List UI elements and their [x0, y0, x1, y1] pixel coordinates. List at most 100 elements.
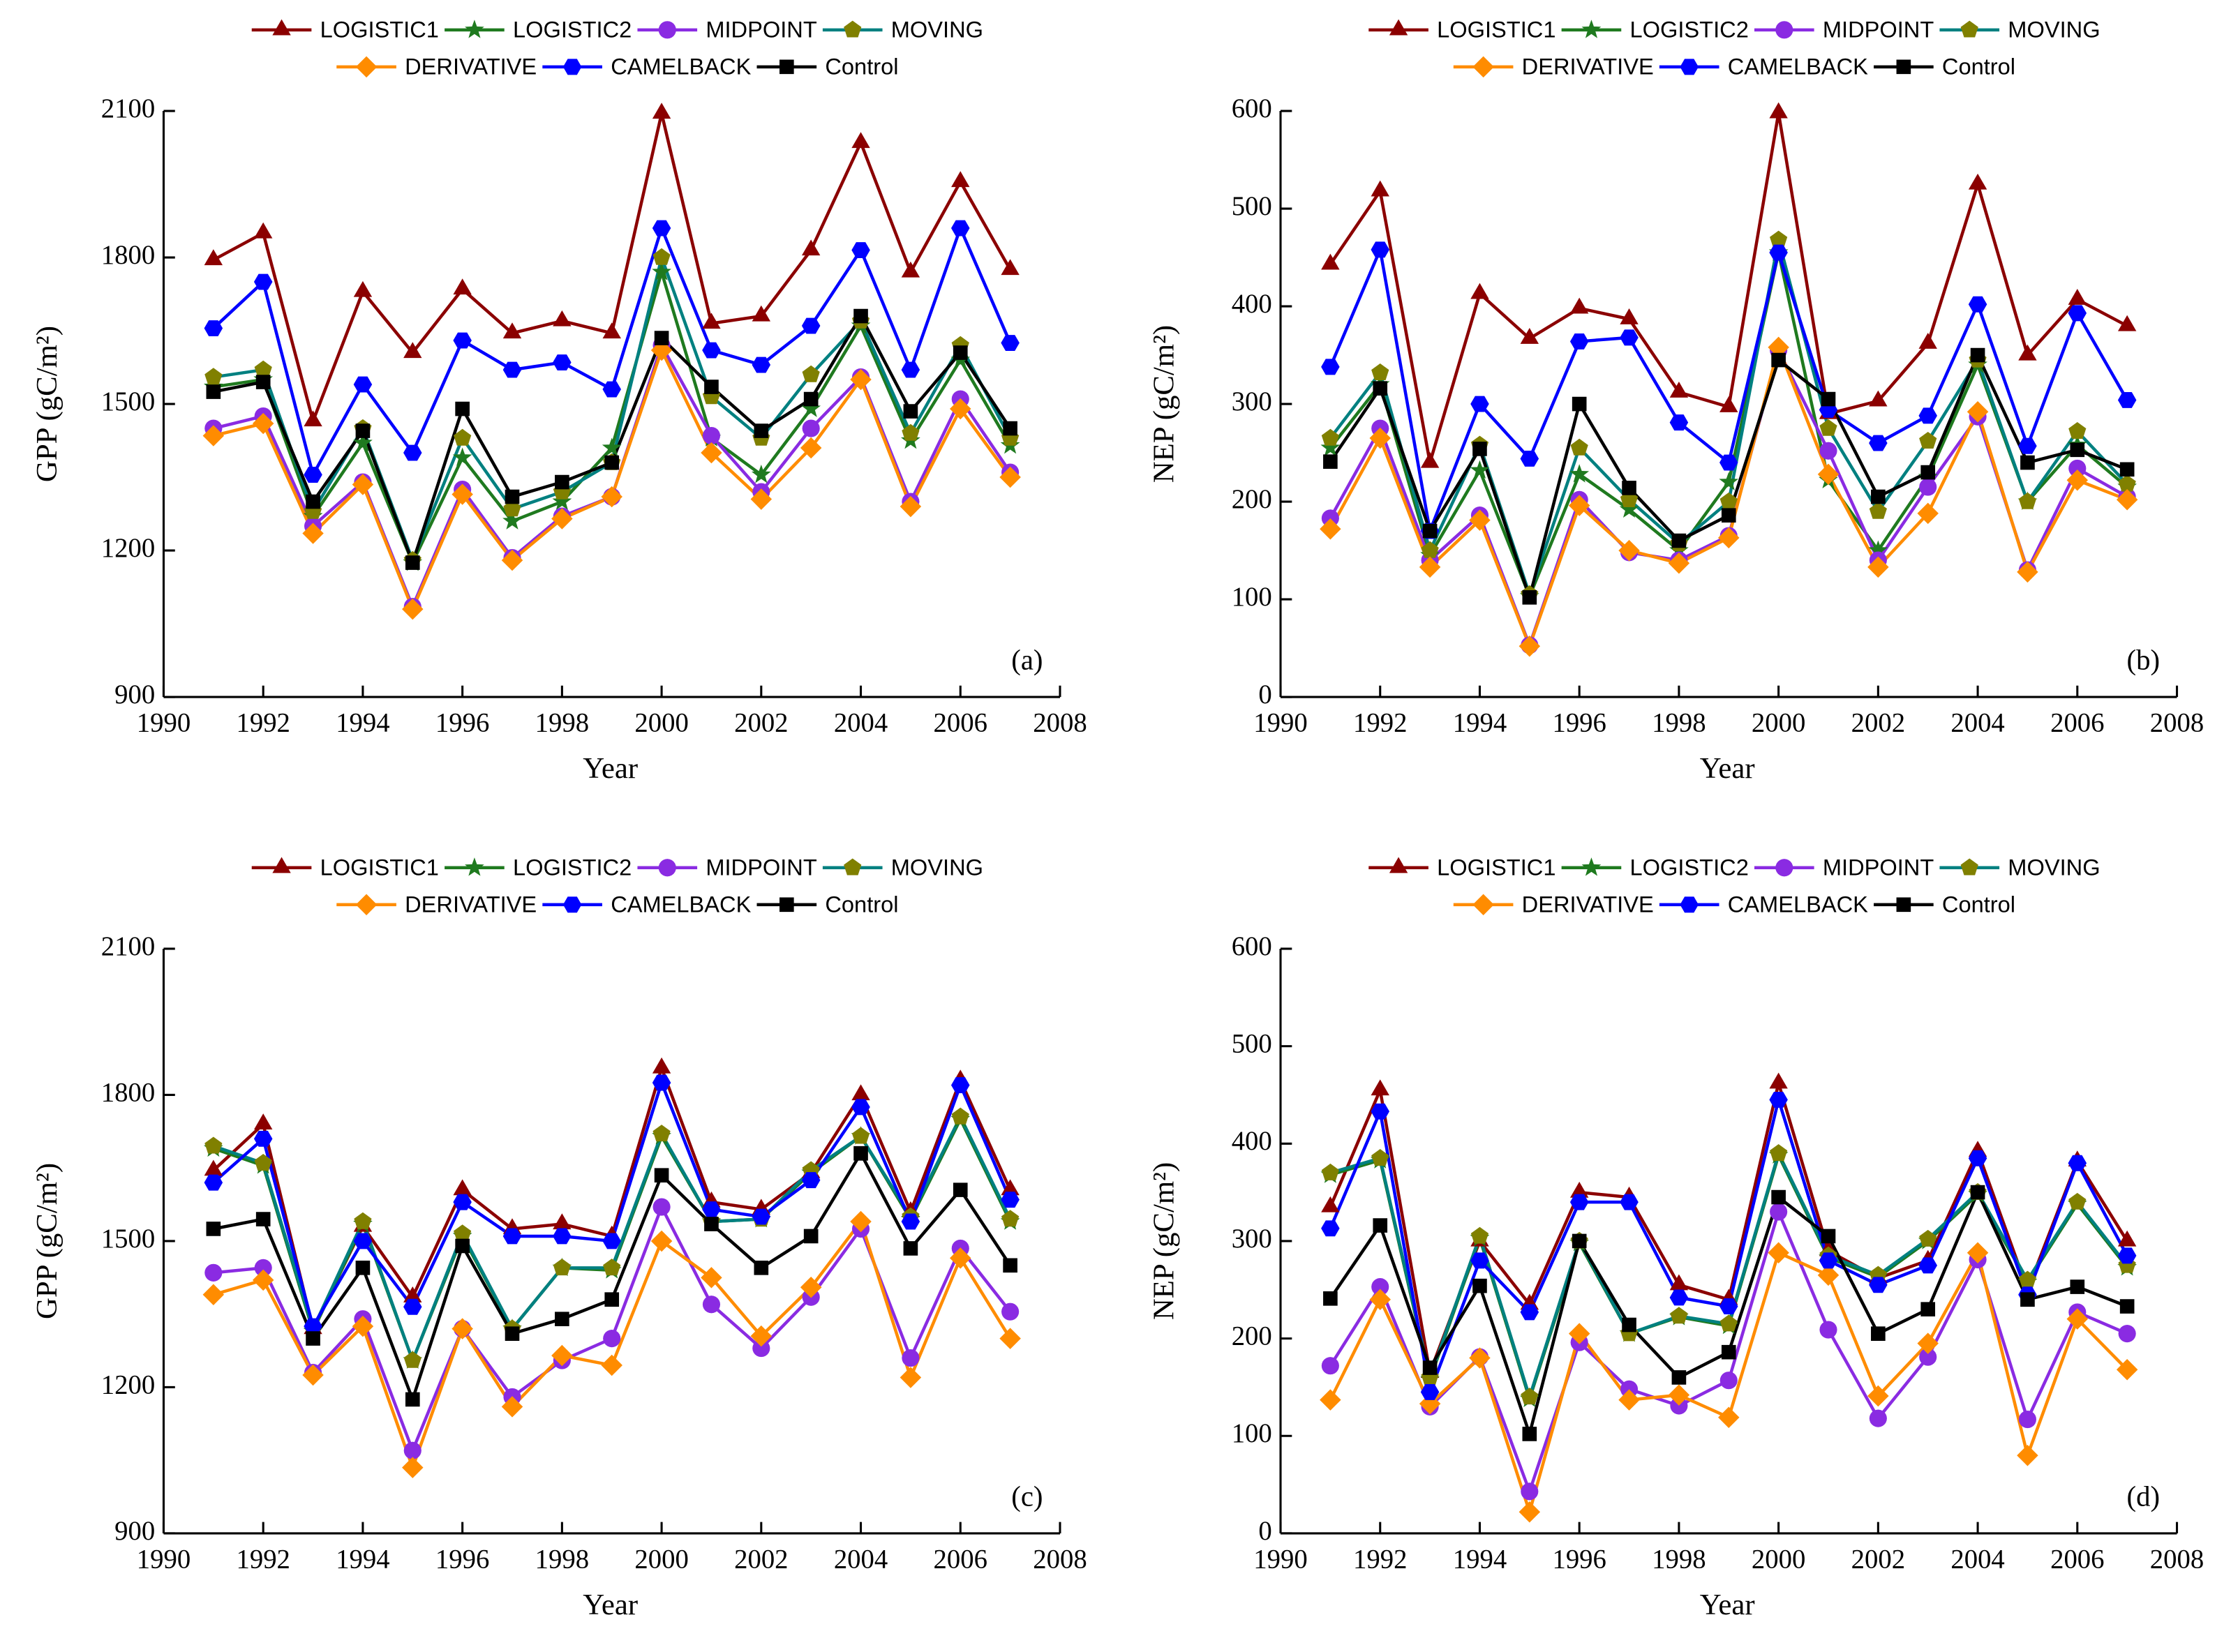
data-marker [1819, 1321, 1837, 1339]
data-marker [1470, 1226, 1489, 1244]
legend-label: CAMELBACK [611, 891, 751, 917]
legend-label: MOVING [2008, 16, 2100, 42]
legend-label: DERIVATIVE [405, 53, 537, 79]
data-marker [1519, 1501, 1541, 1523]
data-marker [1568, 495, 1590, 516]
data-marker [1918, 333, 1937, 349]
data-marker [553, 354, 572, 371]
data-marker [403, 1441, 421, 1459]
data-marker [1918, 1257, 1937, 1274]
data-marker [1422, 1360, 1438, 1375]
data-marker [950, 1247, 971, 1269]
data-marker [801, 398, 821, 417]
legend-label: Control [825, 53, 898, 79]
data-marker [750, 488, 773, 510]
x-axis-title: Year [583, 752, 638, 785]
data-marker [1321, 1196, 1340, 1212]
series-line [212, 1078, 1012, 1330]
data-marker [405, 1392, 420, 1407]
x-tick-label: 2004 [834, 1545, 888, 1575]
legend-marker [844, 858, 862, 876]
legend-marker [844, 20, 862, 38]
legend-label: Control [1942, 53, 2015, 79]
data-marker [1373, 1218, 1388, 1233]
data-marker [652, 1074, 671, 1091]
data-marker [1770, 230, 1788, 248]
data-marker [1819, 442, 1837, 460]
data-marker [1522, 1427, 1537, 1441]
data-marker [601, 486, 622, 508]
x-tick-label: 1994 [336, 708, 389, 738]
panel-label: (a) [1011, 644, 1043, 675]
data-marker [901, 261, 920, 278]
data-marker [302, 523, 324, 544]
y-tick-label: 600 [1232, 931, 1272, 961]
series-line [213, 266, 1012, 567]
data-marker [1469, 509, 1491, 531]
data-marker [603, 1330, 621, 1348]
x-axis-title: Year [583, 1589, 638, 1621]
data-marker [206, 384, 221, 399]
data-marker [1871, 489, 1886, 504]
legend-item: MOVING [822, 16, 983, 42]
data-marker [204, 1174, 223, 1191]
legend-item: Control [1874, 53, 2015, 79]
data-marker [2068, 422, 2087, 439]
x-tick-label: 1990 [137, 1545, 191, 1575]
legend-label: LOGISTIC2 [1630, 16, 1749, 42]
data-marker [1771, 352, 1786, 368]
data-marker [1919, 1348, 1937, 1366]
data-marker [800, 437, 822, 459]
y-tick-label: 1500 [101, 386, 155, 416]
data-marker [1321, 428, 1339, 446]
data-marker [652, 103, 671, 119]
data-marker [355, 423, 371, 438]
data-marker [851, 1084, 870, 1101]
legend-item: MIDPOINT [1754, 16, 1934, 42]
data-marker [1719, 492, 1738, 509]
legend-item: Control [1874, 891, 2015, 917]
data-marker [2070, 442, 2085, 458]
data-marker [652, 1198, 671, 1216]
data-marker [1622, 481, 1636, 495]
y-tick-label: 1800 [101, 240, 155, 270]
data-marker [1470, 460, 1490, 479]
data-marker [702, 313, 721, 329]
y-tick-label: 500 [1232, 1029, 1272, 1059]
data-marker [801, 239, 821, 256]
data-marker [1321, 509, 1339, 527]
data-marker [702, 1296, 721, 1314]
data-marker [1819, 419, 1837, 436]
data-marker [999, 1328, 1021, 1349]
data-marker [254, 1153, 272, 1171]
data-marker [1917, 1332, 1939, 1354]
data-marker [1919, 1229, 1937, 1247]
data-marker [1323, 1291, 1338, 1306]
data-marker [2018, 1410, 2037, 1429]
data-marker [1001, 335, 1020, 352]
data-marker [901, 1213, 920, 1230]
data-marker [2117, 1247, 2137, 1264]
series-group [202, 103, 1021, 620]
data-marker [452, 447, 472, 466]
data-marker [204, 1263, 223, 1282]
data-marker [403, 342, 422, 359]
data-marker [1669, 382, 1689, 398]
data-marker [455, 401, 470, 416]
data-marker [1817, 1264, 1840, 1286]
data-marker [253, 273, 273, 290]
data-marker [1619, 499, 1639, 518]
x-tick-label: 2002 [734, 708, 788, 738]
x-tick-label: 2002 [1851, 708, 1905, 738]
data-marker [1572, 396, 1587, 412]
data-marker [704, 380, 719, 394]
data-marker [702, 426, 721, 445]
series-line [1329, 1150, 2128, 1404]
data-marker [454, 428, 472, 446]
data-marker [353, 376, 373, 393]
data-marker [502, 511, 522, 530]
legend-item: LOGISTIC1 [1368, 854, 1555, 880]
data-marker [602, 1233, 621, 1249]
data-marker [1968, 173, 1987, 190]
data-marker [903, 1241, 918, 1256]
